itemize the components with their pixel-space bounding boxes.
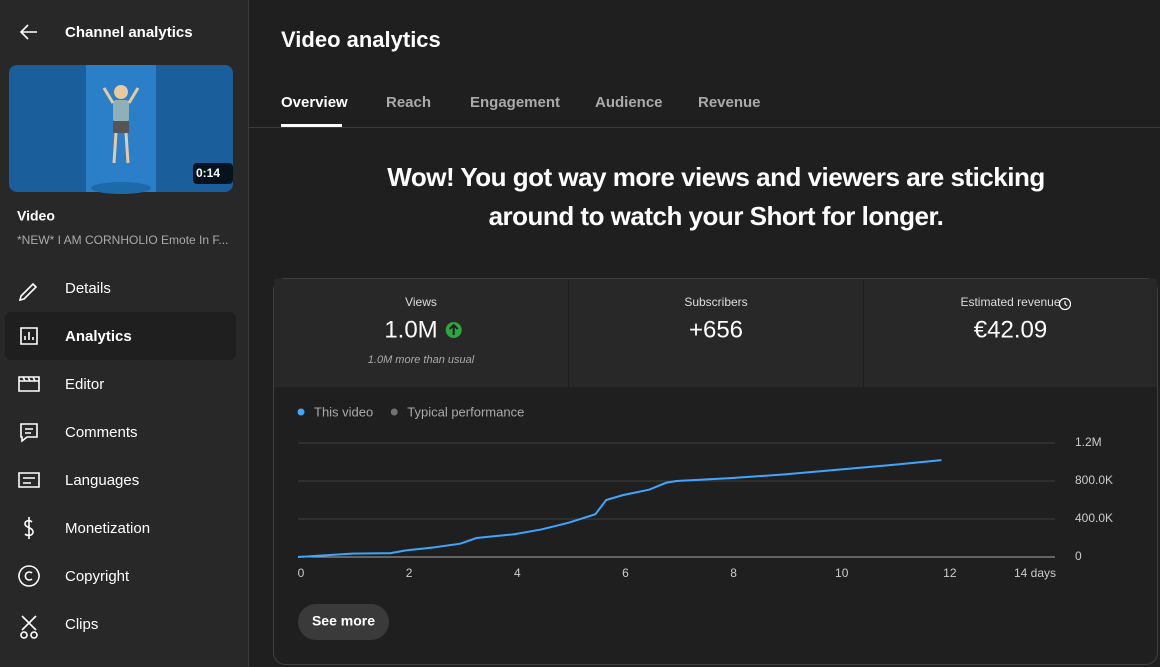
see-more-button[interactable] bbox=[298, 604, 389, 640]
metric-tile[interactable] bbox=[274, 279, 568, 387]
info-clock-icon[interactable] bbox=[1058, 297, 1072, 311]
menu-item[interactable]: Comments bbox=[65, 424, 138, 441]
x-tick-label: 4 bbox=[514, 566, 521, 580]
legend-dot bbox=[297, 408, 305, 416]
menu-icon bbox=[18, 565, 40, 587]
metric-value: €42.09 bbox=[974, 316, 1047, 343]
legend-label: This video bbox=[314, 404, 373, 419]
menu-icon bbox=[18, 376, 40, 392]
menu-item[interactable]: Languages bbox=[65, 472, 139, 489]
menu-item[interactable]: Clips bbox=[65, 616, 98, 633]
menu-item[interactable]: Analytics bbox=[65, 328, 132, 345]
metric-value: +656 bbox=[689, 316, 743, 343]
x-tick-label: 8 bbox=[730, 566, 737, 580]
figure-limbs bbox=[102, 87, 140, 164]
thumbnail-floor bbox=[91, 182, 151, 194]
thumbnail[interactable]: 0:14 bbox=[9, 65, 233, 194]
x-tick-label: 2 bbox=[406, 566, 413, 580]
metric-label: Views bbox=[405, 295, 437, 309]
metric-label: Estimated revenue bbox=[960, 295, 1060, 309]
metric-label: Subscribers bbox=[684, 295, 747, 309]
tab[interactable]: Reach bbox=[386, 94, 431, 111]
menu-item[interactable]: Details bbox=[65, 280, 111, 297]
menu-icon bbox=[20, 423, 38, 443]
figure-head bbox=[114, 85, 128, 99]
figure-shorts bbox=[113, 121, 129, 133]
y-tick-label: 0 bbox=[1075, 549, 1082, 563]
line-series bbox=[297, 459, 942, 558]
tab[interactable]: Revenue bbox=[698, 94, 761, 111]
x-tick-label: 12 bbox=[943, 566, 957, 580]
video-label: Video bbox=[17, 208, 55, 224]
info-clock-hands bbox=[1064, 301, 1068, 307]
y-tick-label: 800.0K bbox=[1075, 473, 1113, 487]
video-title: *NEW* I AM CORNHOLIO Emote In F... bbox=[17, 233, 228, 247]
x-tick-label: 6 bbox=[622, 566, 629, 580]
menu-icon bbox=[18, 472, 40, 488]
duration: 0:14 bbox=[196, 166, 220, 180]
duration-badge bbox=[193, 163, 233, 184]
tab[interactable]: Audience bbox=[595, 94, 663, 111]
menu-item[interactable]: Monetization bbox=[65, 520, 150, 537]
menu-icon bbox=[24, 517, 34, 539]
tab[interactable]: Engagement bbox=[470, 94, 560, 111]
menu-icon bbox=[20, 327, 38, 345]
metric-tile[interactable] bbox=[569, 279, 863, 387]
page-title: Video analytics bbox=[281, 27, 441, 52]
menu-item-active bbox=[5, 312, 236, 360]
headline: Wow! You got way more views and viewers … bbox=[387, 162, 1044, 192]
see-more-label: See more bbox=[312, 613, 375, 629]
y-tick-label: 1.2M bbox=[1075, 435, 1102, 449]
x-tick-label: 0 bbox=[298, 566, 305, 580]
headline: around to watch your Short for longer. bbox=[489, 201, 944, 231]
menu-item[interactable]: Copyright bbox=[65, 568, 130, 585]
menu-icon bbox=[18, 282, 38, 302]
back-button[interactable] bbox=[19, 24, 37, 40]
sidebar-title: Channel analytics bbox=[65, 24, 193, 41]
menu-icon bbox=[20, 615, 38, 639]
legend-dot bbox=[390, 408, 398, 416]
active-tab-indicator bbox=[281, 124, 342, 127]
menu-item[interactable]: Editor bbox=[65, 376, 104, 393]
legend-label: Typical performance bbox=[407, 404, 524, 419]
y-tick-label: 400.0K bbox=[1075, 511, 1113, 525]
tab[interactable]: Overview bbox=[281, 94, 348, 111]
metric-value: 1.0M bbox=[384, 316, 437, 343]
metric-tile[interactable] bbox=[864, 279, 1157, 387]
metric-note: 1.0M more than usual bbox=[368, 354, 475, 366]
x-tick-label: 10 bbox=[835, 566, 849, 580]
figure-body bbox=[113, 100, 129, 122]
x-tick-label: 14 days bbox=[1014, 566, 1056, 580]
trend-up-arrow bbox=[448, 323, 459, 335]
